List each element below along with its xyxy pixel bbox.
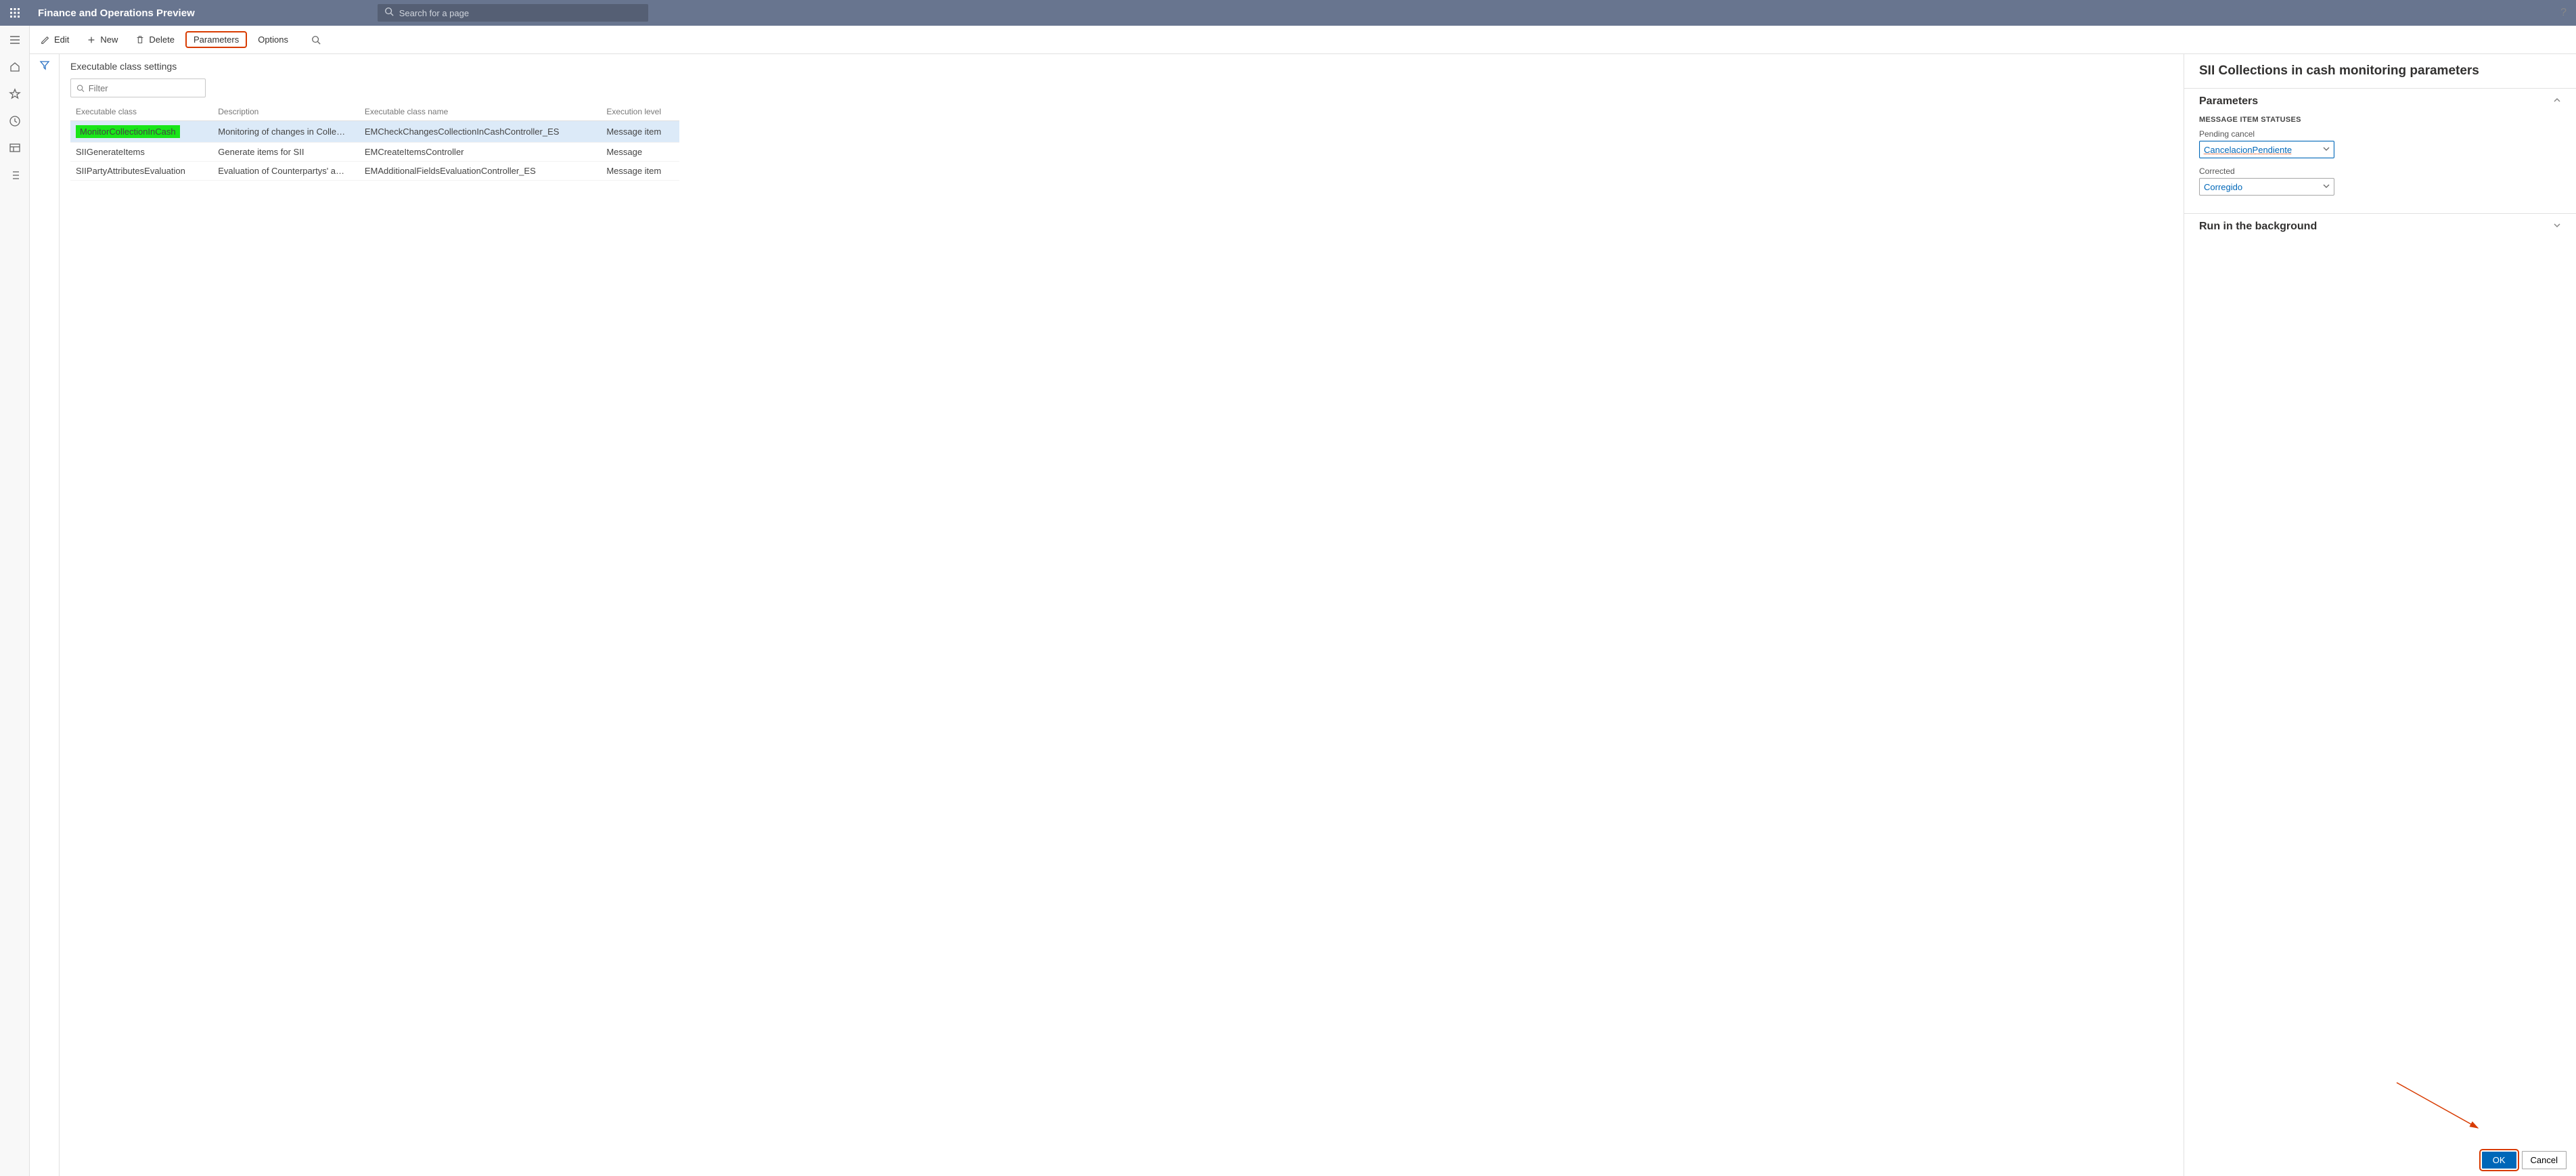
table-row[interactable]: SIIGenerateItemsGenerate items for SIIEM… — [70, 143, 679, 162]
grid-filter-box[interactable] — [70, 78, 206, 97]
edit-label: Edit — [54, 35, 69, 45]
table-row[interactable]: SIIPartyAttributesEvaluationEvaluation o… — [70, 162, 679, 181]
table-row[interactable]: MonitorCollectionInCashMonitoring of cha… — [70, 121, 679, 143]
panel-title: SII Collections in cash monitoring param… — [2184, 54, 2576, 88]
parameters-button[interactable]: Parameters — [185, 31, 247, 48]
hamburger-icon[interactable] — [9, 34, 21, 46]
section-background-header[interactable]: Run in the background — [2184, 214, 2576, 240]
pending-cancel-label: Pending cancel — [2199, 129, 2561, 139]
pending-cancel-value: CancelacionPendiente — [2204, 145, 2292, 155]
chevron-down-icon — [2553, 221, 2561, 233]
topbar: Finance and Operations Preview ? — [0, 0, 2576, 26]
global-search-input[interactable] — [399, 8, 641, 18]
table-cell[interactable]: Monitoring of changes in Collec... — [212, 121, 359, 143]
new-label: New — [100, 35, 118, 45]
new-button[interactable]: New — [80, 31, 125, 48]
grid-filter-input[interactable] — [89, 83, 200, 93]
table-cell[interactable]: SIIPartyAttributesEvaluation — [70, 162, 212, 181]
modules-list-icon[interactable] — [9, 169, 21, 181]
plus-icon — [87, 35, 96, 45]
app-launcher-icon[interactable] — [0, 7, 30, 18]
message-item-statuses-heading: MESSAGE ITEM STATUSES — [2199, 116, 2561, 124]
table-cell[interactable]: Evaluation of Counterpartys' attr... — [212, 162, 359, 181]
parameters-panel: SII Collections in cash monitoring param… — [2184, 54, 2576, 1176]
section-background-label: Run in the background — [2199, 221, 2317, 233]
section-parameters-header[interactable]: Parameters — [2184, 89, 2576, 114]
table-cell[interactable]: EMCreateItemsController — [359, 143, 601, 162]
pencil-icon — [41, 35, 50, 45]
app-title: Finance and Operations Preview — [30, 7, 195, 19]
home-icon[interactable] — [9, 61, 21, 73]
col-description[interactable]: Description — [212, 103, 359, 121]
options-button[interactable]: Options — [251, 31, 295, 48]
recent-clock-icon[interactable] — [9, 115, 21, 127]
trash-icon — [135, 35, 145, 45]
edit-button[interactable]: Edit — [34, 31, 76, 48]
table-cell[interactable]: EMCheckChangesCollectionInCashController… — [359, 121, 601, 143]
col-executable-class[interactable]: Executable class — [70, 103, 212, 121]
parameters-label: Parameters — [194, 35, 239, 45]
annotation-arrow — [2393, 1079, 2488, 1137]
corrected-label: Corrected — [2199, 166, 2561, 176]
page-heading: Executable class settings — [60, 54, 2184, 77]
ok-button[interactable]: OK — [2482, 1152, 2516, 1169]
favorites-star-icon[interactable] — [9, 88, 21, 100]
filter-column — [30, 54, 60, 1176]
cancel-button[interactable]: Cancel — [2522, 1151, 2567, 1169]
pending-cancel-select[interactable]: CancelacionPendiente — [2199, 141, 2334, 158]
corrected-select[interactable]: Corregido — [2199, 178, 2334, 196]
table-cell[interactable]: SIIGenerateItems — [70, 143, 212, 162]
global-search[interactable] — [378, 4, 648, 22]
toolbar-search-icon[interactable] — [304, 32, 327, 48]
table-cell[interactable]: MonitorCollectionInCash — [70, 121, 212, 143]
options-label: Options — [258, 35, 288, 45]
col-class-name[interactable]: Executable class name — [359, 103, 601, 121]
executable-class-table: Executable class Description Executable … — [70, 103, 679, 181]
search-icon — [384, 7, 394, 20]
table-area: Executable class settings Executable cla… — [60, 54, 2184, 1176]
section-parameters-label: Parameters — [2199, 95, 2258, 108]
table-cell[interactable]: Message — [601, 143, 679, 162]
table-cell[interactable]: Generate items for SII — [212, 143, 359, 162]
left-nav-rail — [0, 26, 30, 1176]
panel-footer: OK Cancel — [2482, 1151, 2567, 1169]
table-cell[interactable]: Message item — [601, 121, 679, 143]
help-icon[interactable]: ? — [2560, 7, 2567, 19]
funnel-filter-icon[interactable] — [39, 60, 50, 1176]
col-execution-level[interactable]: Execution level — [601, 103, 679, 121]
table-cell[interactable]: EMAdditionalFieldsEvaluationController_E… — [359, 162, 601, 181]
chevron-up-icon — [2553, 95, 2561, 108]
chevron-down-icon — [2323, 183, 2330, 191]
corrected-value: Corregido — [2204, 182, 2242, 192]
delete-label: Delete — [149, 35, 175, 45]
delete-button[interactable]: Delete — [129, 31, 181, 48]
action-toolbar: Edit New Delete Parameters Options — [30, 26, 2576, 54]
chevron-down-icon — [2323, 145, 2330, 154]
table-cell[interactable]: Message item — [601, 162, 679, 181]
workspace-icon[interactable] — [9, 142, 21, 154]
